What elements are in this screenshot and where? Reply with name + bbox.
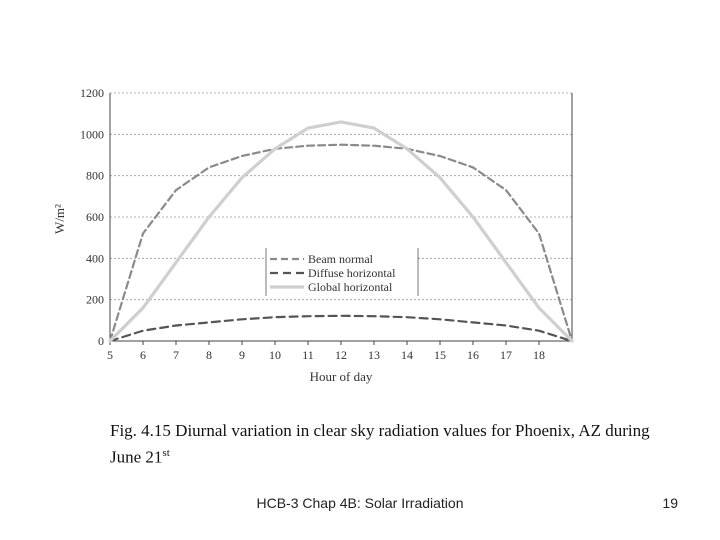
legend-label-diffuse-horizontal: Diffuse horizontal [308, 266, 396, 280]
y-tick-labels: 0 200 400 600 800 1000 1200 [80, 86, 104, 348]
x-tick-label-12: 12 [335, 348, 347, 362]
x-tick-label-15: 15 [434, 348, 446, 362]
series-line-global-horizontal [110, 122, 572, 341]
legend-label-global-horizontal: Global horizontal [308, 280, 393, 294]
y-tick-label-200: 200 [86, 293, 104, 307]
x-tick-label-5: 5 [107, 348, 113, 362]
x-tick-label-11: 11 [302, 348, 314, 362]
x-tick-label-10: 10 [269, 348, 281, 362]
chart-axes [110, 93, 572, 345]
series-line-diffuse-horizontal [110, 316, 572, 341]
y-tick-label-1200: 1200 [80, 86, 104, 100]
x-tick-label-9: 9 [239, 348, 245, 362]
legend-label-beam-normal: Beam normal [308, 252, 374, 266]
x-tick-label-17: 17 [500, 348, 512, 362]
x-tick-label-14: 14 [401, 348, 413, 362]
x-tick-label-6: 6 [140, 348, 146, 362]
radiation-chart: 0 200 400 600 800 1000 1200 5 6 7 8 9 10 11 12 13 14 15 1… [0, 0, 720, 400]
y-tick-label-600: 600 [86, 210, 104, 224]
x-tick-label-13: 13 [368, 348, 380, 362]
caption-text: Fig. 4.15 Diurnal variation in clear sky… [110, 421, 650, 467]
x-axis-label: Hour of day [310, 369, 373, 384]
footer-title: HCB-3 Chap 4B: Solar Irradiation [0, 495, 720, 511]
x-tick-label-16: 16 [467, 348, 479, 362]
x-tick-label-7: 7 [173, 348, 179, 362]
figure-caption: Fig. 4.15 Diurnal variation in clear sky… [110, 420, 650, 469]
series-line-beam-normal [110, 145, 572, 341]
x-tick-labels: 5 6 7 8 9 10 11 12 13 14 15 16 17 18 [107, 348, 545, 362]
y-axis-label: W/m² [52, 204, 67, 234]
y-tick-label-0: 0 [98, 334, 104, 348]
y-tick-label-800: 800 [86, 169, 104, 183]
x-tick-label-8: 8 [206, 348, 212, 362]
x-tick-label-18: 18 [533, 348, 545, 362]
chart-series [110, 122, 572, 341]
caption-superscript: st [162, 447, 169, 459]
page-number: 19 [662, 495, 678, 511]
y-tick-label-400: 400 [86, 251, 104, 265]
y-tick-label-1000: 1000 [80, 127, 104, 141]
